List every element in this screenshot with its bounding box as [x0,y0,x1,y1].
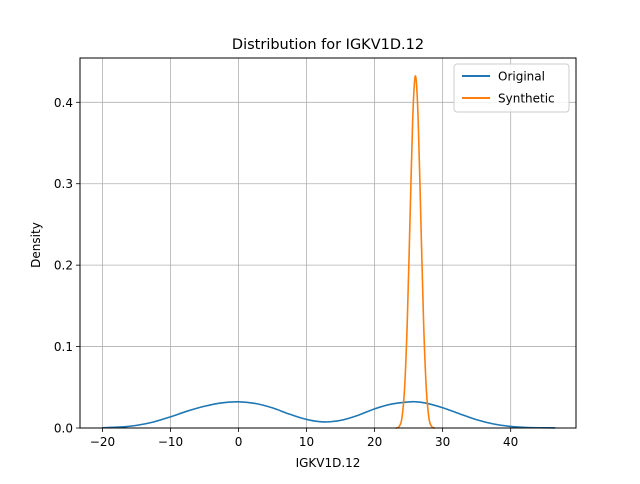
x-tick-label: 40 [503,435,518,449]
x-tick-label: 10 [299,435,314,449]
y-axis-label: Density [29,222,43,268]
plot-frame [79,57,577,429]
legend: Original Synthetic [453,63,570,113]
series-lines [101,75,556,429]
series-line-original [101,400,556,429]
y-axis-ticks: 0.0 0.1 0.2 0.3 0.4 [54,96,80,436]
x-tick-label: 20 [367,435,382,449]
x-axis-ticks: −20 −10 0 10 20 30 40 [90,428,518,449]
x-tick-label: −10 [158,435,183,449]
y-tick-label: 0.4 [54,96,73,110]
chart-title: Distribution for IGKV1D.12 [232,37,424,53]
x-tick-label: 0 [235,435,243,449]
series-line-synthetic [395,75,436,429]
x-tick-label: 30 [435,435,450,449]
y-tick-label: 0.0 [54,422,73,436]
x-axis-label: IGKV1D.12 [296,456,361,470]
legend-label-original: Original [498,70,545,84]
y-tick-label: 0.3 [54,177,73,191]
grid [80,58,576,429]
x-tick-label: −20 [90,435,115,449]
legend-label-synthetic: Synthetic [498,92,555,106]
y-tick-label: 0.1 [54,340,73,354]
y-tick-label: 0.2 [54,259,73,273]
